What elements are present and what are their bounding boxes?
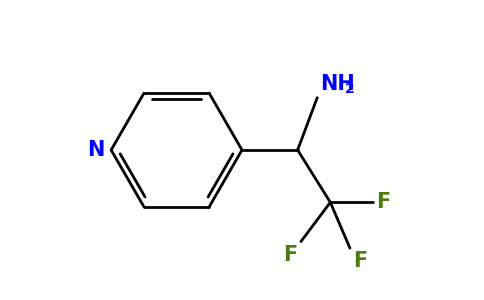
Text: F: F (376, 192, 391, 212)
Text: NH: NH (320, 74, 355, 94)
Text: F: F (283, 245, 298, 265)
Text: N: N (87, 140, 105, 160)
Text: F: F (353, 251, 367, 272)
Text: 2: 2 (345, 82, 355, 96)
